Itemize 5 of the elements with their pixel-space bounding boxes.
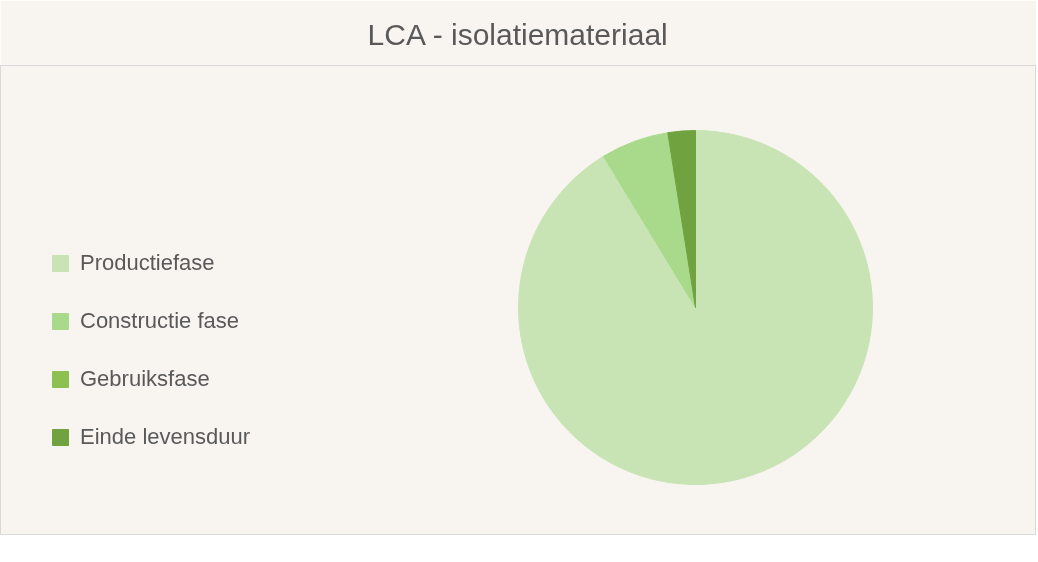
legend-label: Productiefase xyxy=(80,250,215,276)
legend-label: Gebruiksfase xyxy=(80,366,210,392)
legend-label: Constructie fase xyxy=(80,308,239,334)
chart-title: LCA - isolatiemateriaal xyxy=(367,17,668,51)
legend-label: Einde levensduur xyxy=(80,424,251,450)
